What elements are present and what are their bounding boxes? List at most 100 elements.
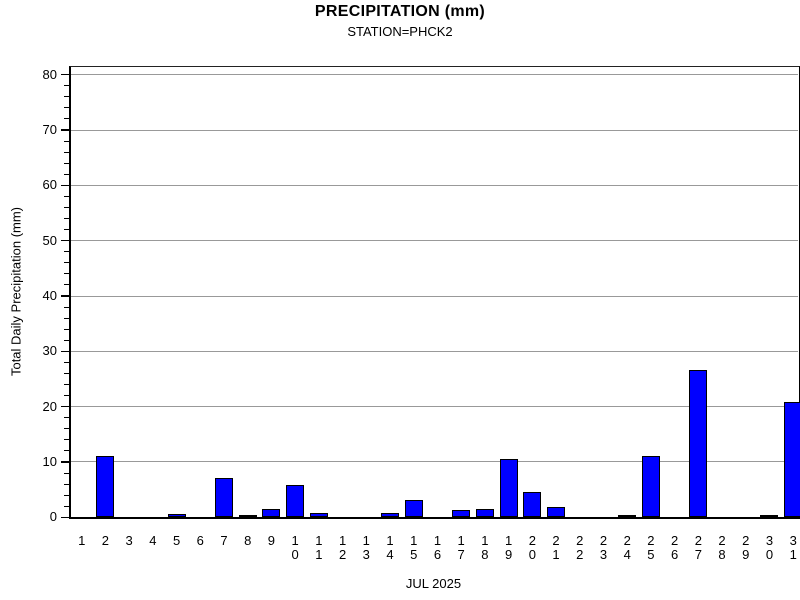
y-axis-minor-tick <box>64 251 69 253</box>
bar-day-14 <box>381 513 400 518</box>
y-axis-major-tick <box>61 184 69 187</box>
y-axis-minor-tick <box>64 162 69 164</box>
y-axis-minor-tick <box>64 505 69 507</box>
x-tick-label-20: 2 0 <box>528 533 536 562</box>
gridline-30 <box>69 350 798 352</box>
y-axis-major-tick <box>61 350 69 353</box>
y-tick-label: 10 <box>42 453 57 469</box>
gridline-50 <box>69 240 798 242</box>
gridline-20 <box>69 406 798 408</box>
y-axis-minor-tick <box>64 173 69 175</box>
y-axis-minor-tick <box>64 339 69 341</box>
y-axis-minor-tick <box>64 439 69 441</box>
bar-day-2 <box>96 455 115 518</box>
x-tick-label-21: 2 1 <box>552 533 560 562</box>
bar-day-10 <box>286 484 305 518</box>
x-tick-label-8: 8 <box>244 533 252 548</box>
y-axis-major-tick <box>61 239 69 242</box>
x-tick-label-23: 2 3 <box>599 533 608 562</box>
x-tick-label-11: 1 1 <box>315 533 323 562</box>
bar-day-31 <box>784 401 800 518</box>
y-axis-minor-tick <box>64 218 69 220</box>
x-tick-label-16: 1 6 <box>433 533 442 562</box>
y-axis-minor-tick <box>64 395 69 397</box>
x-tick-label-19: 1 9 <box>504 533 513 562</box>
x-tick-label-25: 2 5 <box>647 533 655 562</box>
x-tick-label-17: 1 7 <box>457 533 465 562</box>
bar-day-9 <box>262 509 281 518</box>
y-axis-minor-tick <box>64 428 69 430</box>
y-tick-label: 70 <box>42 122 57 138</box>
y-axis-minor-tick <box>64 417 69 419</box>
bar-day-30 <box>760 515 779 518</box>
y-axis-minor-tick <box>64 206 69 208</box>
y-axis-major-tick <box>61 405 69 408</box>
y-axis-major-tick <box>61 516 69 519</box>
bar-day-5 <box>167 513 186 518</box>
x-tick-label-4: 4 <box>149 533 157 548</box>
y-axis-minor-tick <box>64 483 69 485</box>
y-axis-title: Total Daily Precipitation (mm) <box>8 206 24 377</box>
y-axis-minor-tick <box>64 494 69 496</box>
bar-day-17 <box>452 509 471 518</box>
x-tick-label-18: 1 8 <box>481 533 489 562</box>
chart-subtitle: STATION=PHCK2 <box>347 24 453 39</box>
bar-day-25 <box>641 456 660 518</box>
x-tick-label-29: 2 9 <box>742 533 750 562</box>
y-axis-minor-tick <box>64 96 69 98</box>
bar-day-24 <box>618 515 637 518</box>
y-axis-minor-tick <box>64 195 69 197</box>
bar-day-20 <box>523 491 542 518</box>
y-axis-minor-tick <box>64 472 69 474</box>
y-axis-minor-tick <box>64 107 69 109</box>
bar-day-7 <box>215 478 233 518</box>
y-axis-minor-tick <box>64 229 69 231</box>
bar-day-15 <box>404 500 423 518</box>
x-tick-label-2: 2 <box>101 533 110 548</box>
y-tick-label: 20 <box>42 398 57 414</box>
bar-day-8 <box>238 514 257 518</box>
chart-title: PRECIPITATION (mm) <box>314 3 486 20</box>
x-tick-label-22: 2 2 <box>576 533 584 562</box>
y-tick-label: 60 <box>42 177 57 193</box>
y-axis-minor-tick <box>64 328 69 330</box>
x-tick-label-28: 2 8 <box>718 533 726 562</box>
x-tick-label-30: 3 0 <box>765 533 774 562</box>
x-axis-title: JUL 2025 <box>405 576 462 591</box>
bar-day-27 <box>689 369 708 518</box>
y-axis-major-tick <box>61 73 69 76</box>
y-tick-label: 50 <box>42 232 57 248</box>
y-axis-minor-tick <box>64 384 69 386</box>
y-axis-minor-tick <box>64 273 69 275</box>
y-axis-major-tick <box>61 295 69 297</box>
gridline-80 <box>69 74 798 76</box>
x-tick-label-31: 3 1 <box>789 533 797 562</box>
y-tick-label: 0 <box>49 509 57 525</box>
plot-frame-border <box>69 65 800 520</box>
y-axis-minor-tick <box>64 85 69 87</box>
x-tick-label-26: 2 6 <box>671 533 679 562</box>
y-axis-minor-tick <box>64 306 69 308</box>
x-tick-label-12: 1 2 <box>338 533 347 562</box>
y-tick-label: 30 <box>42 343 57 359</box>
x-tick-label-14: 1 4 <box>386 533 394 562</box>
y-axis-minor-tick <box>64 262 69 264</box>
y-axis-major-tick <box>61 129 69 131</box>
bar-day-19 <box>499 459 518 518</box>
x-tick-label-10: 1 0 <box>291 533 299 562</box>
y-axis-minor-tick <box>64 372 69 374</box>
y-axis-minor-tick <box>64 151 69 153</box>
x-tick-label-24: 2 4 <box>623 533 631 562</box>
y-axis-minor-tick <box>64 317 69 319</box>
y-axis-minor-tick <box>64 140 69 142</box>
bar-day-21 <box>547 506 566 518</box>
x-tick-label-7: 7 <box>220 533 228 548</box>
y-axis-minor-tick <box>64 361 69 363</box>
gridline-70 <box>69 129 798 131</box>
x-tick-label-5: 5 <box>172 533 181 548</box>
x-tick-label-1: 1 <box>78 533 86 548</box>
gridline-10 <box>69 461 798 463</box>
x-tick-label-15: 1 5 <box>410 533 418 562</box>
y-axis-major-tick <box>61 461 69 463</box>
y-tick-label: 40 <box>42 288 57 303</box>
